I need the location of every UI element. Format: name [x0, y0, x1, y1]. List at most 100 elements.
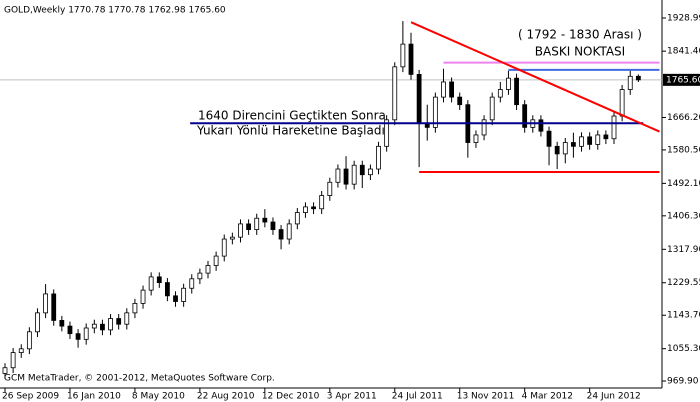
- y-tick-label: 1841.40: [667, 47, 700, 57]
- candle-body: [213, 255, 219, 266]
- candle-body: [319, 195, 325, 210]
- candle-body: [132, 302, 138, 314]
- y-tick-label: 1317.90: [667, 245, 700, 255]
- x-tick-label: 24 Jun 2012: [587, 392, 641, 402]
- x-tick-label: 16 Jan 2010: [67, 392, 121, 402]
- candle-body: [51, 293, 57, 321]
- candle-body: [457, 96, 463, 106]
- candle-body: [26, 331, 32, 350]
- annotation: ( 1792 - 1830 Arası ): [518, 28, 642, 42]
- x-tick-label: 26 Sep 2009: [2, 392, 59, 402]
- candle-body: [449, 81, 455, 98]
- candle-body: [351, 164, 357, 185]
- candle-body: [571, 142, 576, 147]
- y-tick-label: 1406.36: [667, 211, 700, 221]
- candle-body: [254, 217, 260, 230]
- candle-body: [392, 66, 398, 121]
- y-tick-label: 1666.20: [667, 113, 700, 123]
- candle-body: [432, 96, 438, 128]
- last-price-box: [663, 73, 700, 86]
- candle-body: [416, 74, 422, 125]
- candle-body: [286, 223, 292, 240]
- candle-body: [303, 206, 308, 213]
- candle-body: [164, 282, 170, 297]
- x-tick-label: 3 Apr 2011: [327, 392, 377, 402]
- candle-body: [197, 272, 203, 280]
- y-tick-label: 1492.10: [667, 179, 700, 189]
- candle-body: [506, 77, 511, 90]
- annotation: Yukarı Yönlü Hareketine Başladı: [196, 124, 385, 138]
- candle-body: [546, 130, 552, 147]
- candle-body: [603, 134, 609, 140]
- candle-body: [43, 293, 48, 314]
- y-tick-label: 969.90: [667, 377, 699, 387]
- candle-body: [376, 145, 381, 170]
- candle-body: [522, 104, 528, 128]
- x-tick-label: 24 Jul 2011: [392, 392, 443, 402]
- candle-body: [238, 223, 243, 238]
- candle-body: [627, 75, 633, 90]
- candle-body: [473, 134, 479, 143]
- candle-body: [408, 43, 414, 75]
- candle-body: [441, 81, 446, 98]
- candle-body: [18, 348, 24, 353]
- candle-body: [181, 287, 187, 302]
- candle-body: [562, 142, 568, 155]
- x-tick-label: 12 Dec 2010: [262, 392, 320, 402]
- x-tick-label: 13 Nov 2011: [457, 392, 515, 402]
- y-tick-label: 1580.50: [667, 145, 700, 155]
- candle-body: [587, 136, 593, 145]
- candle-body: [335, 168, 341, 183]
- candle-body: [140, 289, 146, 304]
- candle-body: [327, 181, 333, 196]
- last-price-label: 1765.60: [666, 75, 700, 85]
- candle-body: [262, 217, 268, 223]
- candle-body: [59, 320, 65, 327]
- annotation: BASKI NOKTASI: [535, 45, 625, 59]
- candle-body: [579, 136, 584, 147]
- x-tick-label: 8 May 2010: [132, 392, 185, 402]
- candle-body: [148, 276, 154, 291]
- candle-body: [481, 119, 487, 136]
- candle-body: [83, 327, 89, 340]
- x-tick-label: 22 Aug 2010: [197, 392, 255, 402]
- candle-body: [108, 318, 113, 331]
- candle-body: [538, 119, 544, 132]
- candle-body: [10, 352, 16, 369]
- candle-body: [35, 312, 40, 333]
- candle-body: [367, 168, 373, 176]
- chart-title: GOLD,Weekly 1770.78 1770.78 1762.98 1765…: [4, 6, 226, 16]
- y-tick-label: 1143.70: [667, 311, 700, 321]
- candle-body: [116, 318, 122, 325]
- candle-body: [2, 367, 8, 374]
- footer: GCM MetaTrader, © 2001-2012, MetaQuotes …: [4, 374, 275, 384]
- y-tick-label: 1928.99: [667, 14, 700, 24]
- candle-body: [400, 43, 406, 68]
- candle-body: [173, 295, 178, 302]
- candle-body: [91, 323, 97, 329]
- candle-body: [497, 89, 503, 98]
- candle-body: [229, 236, 235, 240]
- candle-body: [489, 96, 495, 121]
- drawn-line: [410, 21, 660, 133]
- candle-body: [384, 119, 390, 147]
- x-tick-label: 4 Mar 2012: [522, 392, 573, 402]
- candle-body: [278, 229, 284, 240]
- y-tick-label: 1055.30: [667, 344, 700, 354]
- candle-body: [67, 325, 73, 335]
- candle-body: [514, 77, 519, 106]
- candle-body: [311, 206, 316, 210]
- candle-body: [359, 164, 365, 176]
- candle-body: [156, 276, 162, 283]
- candle-body: [124, 312, 130, 325]
- candle-body: [75, 333, 81, 340]
- candle-body: [270, 221, 276, 230]
- candle-body: [246, 223, 252, 230]
- candle-body: [595, 134, 601, 145]
- annotation: 1640 Direncini Geçtikten Sonra: [198, 109, 386, 123]
- candle-body: [635, 75, 641, 81]
- candle-body: [294, 212, 300, 225]
- candle-body: [619, 89, 625, 117]
